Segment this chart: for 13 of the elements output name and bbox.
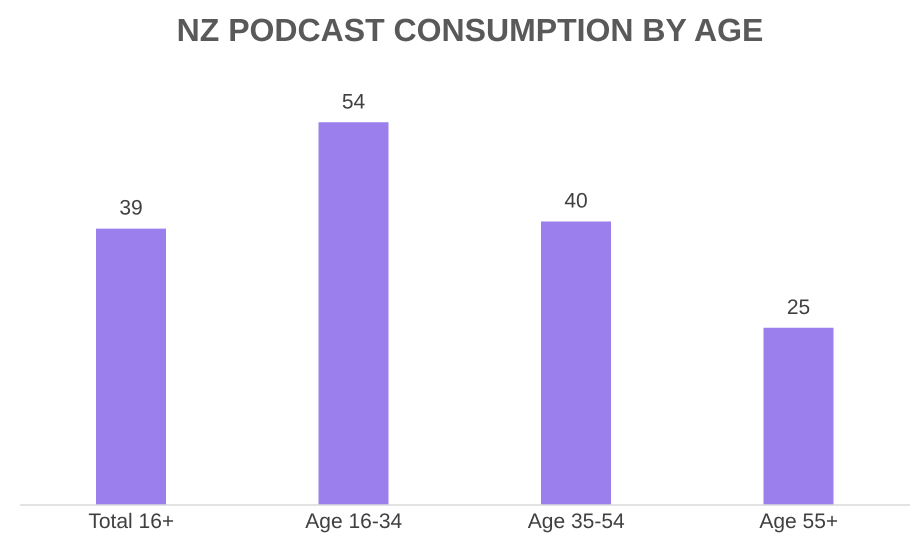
bar bbox=[96, 228, 166, 505]
x-tick-label: Total 16+ bbox=[88, 510, 174, 533]
x-tick-label: Age 55+ bbox=[759, 510, 838, 533]
data-label: 25 bbox=[786, 296, 810, 319]
bar bbox=[318, 122, 388, 505]
x-tick-label: Age 16-34 bbox=[305, 510, 403, 533]
bar bbox=[541, 222, 611, 505]
x-tick-label: Age 35-54 bbox=[528, 510, 626, 533]
data-label: 40 bbox=[564, 190, 588, 212]
bar bbox=[764, 328, 834, 505]
data-label: 54 bbox=[342, 90, 366, 114]
chart-title: NZ PODCAST CONSUMPTION BY AGE bbox=[176, 10, 764, 50]
data-label: 39 bbox=[119, 196, 143, 220]
